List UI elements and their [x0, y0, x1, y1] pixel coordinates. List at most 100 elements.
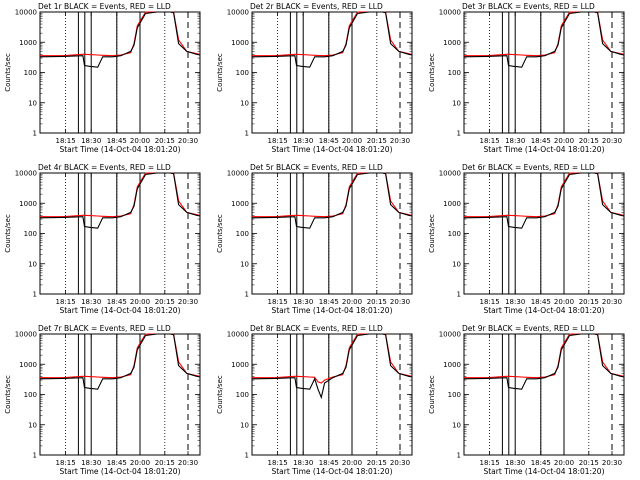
- panel-6: Det 6r BLACK = Events, RED = LLD 1 10 100 10…: [428, 163, 625, 315]
- y-tick-label: 1: [33, 452, 37, 460]
- x-tick-label: 20:30: [390, 298, 410, 306]
- y-tick-label: 10000: [227, 9, 249, 17]
- x-tick-label: 18:15: [56, 459, 76, 467]
- series-lld-line: [464, 172, 625, 218]
- y-tick-label: 1000: [19, 200, 37, 208]
- x-tick-label: 20:00: [130, 298, 150, 306]
- y-tick-label: 1000: [19, 39, 37, 47]
- x-tick-label: 20:30: [602, 459, 622, 467]
- y-tick-label: 1: [245, 452, 249, 460]
- x-axis-title: Start Time (14-Oct-04 18:01:20): [271, 467, 392, 476]
- x-tick-label: 20:30: [602, 137, 622, 145]
- x-tick-label: 18:30: [293, 298, 313, 306]
- x-tick-label: 18:45: [319, 298, 339, 306]
- x-tick-label: 18:15: [56, 298, 76, 306]
- y-tick-label: 1000: [443, 39, 461, 47]
- x-tick-label: 18:15: [56, 137, 76, 145]
- x-tick-label: 20:30: [390, 459, 410, 467]
- y-tick-label: 10: [28, 99, 37, 107]
- y-tick-label: 1: [33, 130, 37, 138]
- y-axis-title: Counts/sec: [216, 53, 224, 92]
- x-tick-label: 18:30: [81, 298, 101, 306]
- y-tick-label: 10000: [227, 170, 249, 178]
- series-events-line: [251, 172, 413, 229]
- y-axis-title: Counts/sec: [4, 375, 12, 414]
- y-tick-label: 10: [240, 260, 249, 268]
- y-tick-label: 10: [452, 260, 461, 268]
- x-axis-title: Start Time (14-Oct-04 18:01:20): [483, 467, 604, 476]
- x-tick-label: 20:30: [390, 137, 410, 145]
- y-tick-label: 10000: [15, 331, 37, 339]
- x-axis-title: Start Time (14-Oct-04 18:01:20): [59, 467, 180, 476]
- x-tick-label: 20:30: [178, 298, 198, 306]
- y-tick-label: 1000: [231, 200, 249, 208]
- x-tick-label: 18:30: [505, 298, 525, 306]
- x-axis-title: Start Time (14-Oct-04 18:01:20): [271, 306, 392, 315]
- y-axis-title: Counts/sec: [4, 214, 12, 253]
- y-tick-label: 1000: [443, 361, 461, 369]
- panel-4: Det 4r BLACK = Events, RED = LLD 1 10 100 10…: [4, 163, 201, 315]
- panel-3: Det 3r BLACK = Events, RED = LLD 1 10 100 10…: [428, 2, 625, 154]
- y-tick-label: 10: [452, 421, 461, 429]
- x-tick-label: 20:00: [130, 459, 150, 467]
- x-tick-label: 20:30: [602, 298, 622, 306]
- y-axis-title: Counts/sec: [428, 375, 436, 414]
- x-tick-label: 18:15: [480, 459, 500, 467]
- series-events-line: [251, 11, 413, 68]
- y-tick-label: 100: [24, 391, 37, 399]
- x-tick-label: 18:45: [107, 298, 127, 306]
- panel-title: Det 5r BLACK = Events, RED = LLD: [250, 163, 383, 172]
- series-events-line: [39, 172, 201, 229]
- y-tick-label: 1000: [231, 39, 249, 47]
- x-tick-label: 20:15: [579, 459, 599, 467]
- panel-5: Det 5r BLACK = Events, RED = LLD 1 10 100 10…: [216, 163, 413, 315]
- y-tick-label: 1: [457, 291, 461, 299]
- x-tick-label: 20:30: [178, 137, 198, 145]
- series-events-line: [39, 333, 201, 390]
- panel-8: Det 8r BLACK = Events, RED = LLD 1 10 100 10…: [216, 324, 413, 476]
- panel-1: Det 1r BLACK = Events, RED = LLD 1 10 100 10…: [4, 2, 201, 154]
- x-tick-label: 18:45: [319, 137, 339, 145]
- series-lld-line: [252, 172, 413, 218]
- x-tick-label: 18:45: [107, 137, 127, 145]
- y-tick-label: 10: [240, 421, 249, 429]
- y-tick-label: 1: [245, 291, 249, 299]
- series-lld-line: [40, 172, 201, 218]
- panel-7: Det 7r BLACK = Events, RED = LLD 1 10 100 10…: [4, 324, 201, 476]
- series-events-line: [463, 11, 625, 68]
- panel-title: Det 6r BLACK = Events, RED = LLD: [462, 163, 595, 172]
- y-tick-label: 10000: [15, 170, 37, 178]
- series-lld-line: [252, 11, 413, 57]
- x-tick-label: 18:30: [505, 459, 525, 467]
- y-axis-title: Counts/sec: [216, 375, 224, 414]
- x-tick-label: 20:15: [579, 298, 599, 306]
- x-tick-label: 18:30: [81, 137, 101, 145]
- series-lld-line: [252, 333, 413, 384]
- y-tick-label: 1000: [19, 361, 37, 369]
- y-tick-label: 10000: [439, 331, 461, 339]
- y-tick-label: 10000: [227, 331, 249, 339]
- series-events-line: [463, 333, 625, 390]
- panel-title: Det 2r BLACK = Events, RED = LLD: [250, 2, 383, 11]
- y-tick-label: 1000: [231, 361, 249, 369]
- y-tick-label: 100: [24, 69, 37, 77]
- y-tick-label: 1: [457, 130, 461, 138]
- panel-title: Det 8r BLACK = Events, RED = LLD: [250, 324, 383, 333]
- y-tick-label: 100: [448, 69, 461, 77]
- x-tick-label: 18:15: [480, 137, 500, 145]
- panel-title: Det 9r BLACK = Events, RED = LLD: [462, 324, 595, 333]
- x-tick-label: 20:15: [579, 137, 599, 145]
- x-tick-label: 20:15: [367, 137, 387, 145]
- y-axis-title: Counts/sec: [4, 53, 12, 92]
- series-events-line: [39, 11, 201, 68]
- x-tick-label: 20:00: [554, 137, 574, 145]
- y-tick-label: 10: [240, 99, 249, 107]
- y-tick-label: 10: [28, 260, 37, 268]
- x-tick-label: 18:15: [268, 298, 288, 306]
- x-tick-label: 18:45: [107, 459, 127, 467]
- y-tick-label: 1000: [443, 200, 461, 208]
- y-tick-label: 100: [236, 391, 249, 399]
- y-axis-title: Counts/sec: [216, 214, 224, 253]
- x-axis-title: Start Time (14-Oct-04 18:01:20): [483, 145, 604, 154]
